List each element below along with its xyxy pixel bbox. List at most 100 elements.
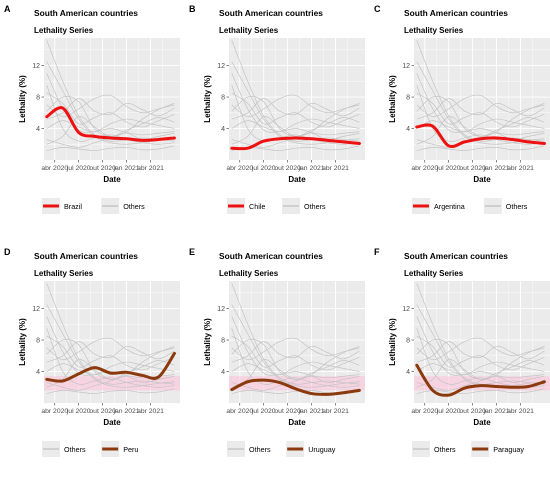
others-series-line xyxy=(46,98,175,120)
y-tick-label: 4 xyxy=(221,369,225,376)
x-tick-label: abr 2021 xyxy=(322,408,349,415)
legend: Chile Others xyxy=(227,198,326,214)
chart-title: South American countries xyxy=(34,251,138,261)
others-series-line xyxy=(46,346,175,391)
others-series-line xyxy=(416,118,545,133)
y-tick-label: 12 xyxy=(402,63,410,70)
legend-label: Uruguay xyxy=(308,445,336,454)
highlight-series-line xyxy=(230,378,361,396)
reference-band xyxy=(44,376,180,391)
panel-d: D South American countries Lethality Serie… xyxy=(4,247,180,457)
legend-label: Others xyxy=(123,202,145,211)
y-tick-label: 8 xyxy=(406,338,410,345)
x-tick-label: abr 2020 xyxy=(226,165,253,172)
legend: Others Paraguay xyxy=(412,441,524,457)
others-series-line xyxy=(416,94,545,118)
legend-item-highlight: Argentina xyxy=(412,198,465,214)
chart-title: South American countries xyxy=(404,251,508,261)
x-tick-label: jan 2021 xyxy=(113,165,140,172)
panel-a: A South American countries Lethality Serie… xyxy=(4,4,180,214)
legend-label: Brazil xyxy=(64,202,82,211)
legend: Others Peru xyxy=(42,441,138,457)
others-series-line xyxy=(231,118,360,133)
others-series-line xyxy=(46,145,175,151)
x-tick-label: jul 2020 xyxy=(436,408,461,415)
x-axis-title: Date xyxy=(288,175,306,184)
x-axis-title: Date xyxy=(288,418,306,427)
others-series-line xyxy=(416,346,545,391)
x-tick-label: out 2020 xyxy=(459,408,486,415)
chart-subtitle: Lethality Series xyxy=(34,269,94,278)
x-tick-label: abr 2020 xyxy=(226,408,253,415)
legend: Argentina Others xyxy=(412,198,528,214)
y-axis-title: Lethality (%) xyxy=(203,75,212,123)
chart-title: South American countries xyxy=(219,251,323,261)
others-series-line xyxy=(231,335,360,371)
others-series-line xyxy=(416,92,545,128)
others-series-line xyxy=(231,346,360,391)
others-series-line xyxy=(46,388,175,394)
panel-e: E South American countries Lethality Serie… xyxy=(189,247,365,457)
y-tick-label: 8 xyxy=(221,95,225,102)
y-axis-title: Lethality (%) xyxy=(388,318,397,366)
others-series-line xyxy=(416,85,545,145)
x-tick-label: jan 2021 xyxy=(113,408,140,415)
x-tick-label: abr 2021 xyxy=(322,165,349,172)
x-tick-label: jul 2020 xyxy=(436,165,461,172)
others-series-line xyxy=(231,73,360,136)
chart-title: South American countries xyxy=(404,8,508,18)
panel-c: C South American countries Lethality Serie… xyxy=(374,4,550,214)
panel-letter: D xyxy=(4,247,11,257)
others-series-line xyxy=(46,337,175,361)
legend: Brazil Others xyxy=(42,198,145,214)
x-tick-label: out 2020 xyxy=(459,165,486,172)
x-tick-label: abr 2020 xyxy=(411,408,438,415)
legend-item-others: Others xyxy=(101,198,145,214)
y-tick-label: 4 xyxy=(406,126,410,133)
panel-letter: E xyxy=(189,247,195,257)
legend-label: Paraguay xyxy=(493,445,524,454)
legend: Others Uruguay xyxy=(227,441,336,457)
others-series-line xyxy=(46,283,175,385)
y-tick-label: 4 xyxy=(36,369,40,376)
x-tick-label: out 2020 xyxy=(89,165,116,172)
y-tick-label: 12 xyxy=(217,63,225,70)
chart-subtitle: Lethality Series xyxy=(34,26,94,35)
x-tick-label: jul 2020 xyxy=(66,165,91,172)
x-tick-label: out 2020 xyxy=(274,408,301,415)
y-tick-label: 8 xyxy=(36,338,40,345)
x-tick-label: jul 2020 xyxy=(251,165,276,172)
y-tick-label: 12 xyxy=(217,306,225,313)
legend-label: Argentina xyxy=(434,202,465,211)
legend-label: Others xyxy=(506,202,528,211)
x-tick-label: abr 2020 xyxy=(41,165,68,172)
legend-label: Others xyxy=(249,445,271,454)
x-tick-label: jan 2021 xyxy=(298,165,325,172)
others-series-line xyxy=(46,339,175,383)
others-series-line xyxy=(416,283,545,385)
others-series-line xyxy=(416,73,545,136)
y-axis-title: Lethality (%) xyxy=(18,75,27,123)
highlight-series-line xyxy=(415,123,546,148)
chart-subtitle: Lethality Series xyxy=(404,269,464,278)
chart-title: South American countries xyxy=(219,8,323,18)
others-series-line xyxy=(231,339,360,383)
others-series-line xyxy=(231,304,360,388)
highlight-series-line xyxy=(45,351,176,383)
others-series-line xyxy=(231,341,360,363)
others-series-line xyxy=(231,316,360,379)
panel-letter: A xyxy=(4,4,11,14)
legend-label: Chile xyxy=(249,202,265,211)
y-tick-label: 8 xyxy=(221,338,225,345)
others-series-line xyxy=(416,316,545,379)
y-tick-label: 4 xyxy=(221,126,225,133)
others-series-line xyxy=(231,337,360,361)
others-series-line xyxy=(46,96,175,140)
others-series-line xyxy=(416,339,545,383)
legend-item-highlight: Chile xyxy=(227,198,265,214)
chart-subtitle: Lethality Series xyxy=(219,269,279,278)
y-tick-label: 12 xyxy=(32,306,40,313)
x-tick-label: abr 2021 xyxy=(137,165,164,172)
